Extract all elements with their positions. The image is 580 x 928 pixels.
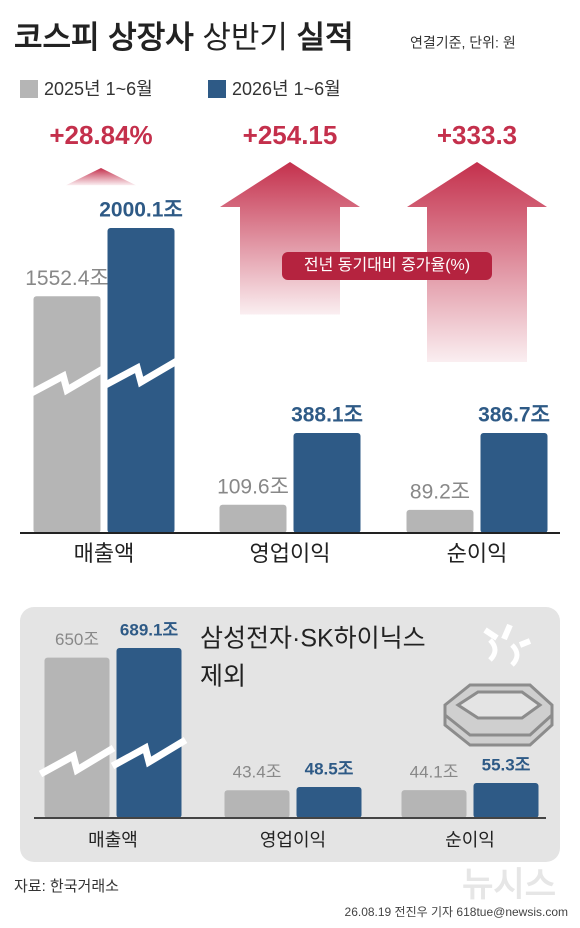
category-label: 순이익: [447, 541, 508, 566]
bar: [480, 433, 548, 533]
category-label: 순이익: [445, 830, 495, 850]
growth-arrow: [66, 168, 136, 186]
legend-label: 2025년 1~6월: [44, 79, 153, 99]
watermark: 뉴시스: [462, 866, 556, 904]
sub-title: 제외: [200, 663, 246, 691]
value-label: 89.2조: [410, 480, 470, 503]
growth-label: +254.15: [243, 120, 338, 150]
bar: [406, 509, 474, 533]
bar: [296, 787, 362, 818]
axis-break: [27, 364, 107, 398]
title: 코스피 상장사 상반기 실적: [14, 20, 354, 55]
growth-label: +28.84%: [49, 120, 152, 150]
value-label: 44.1조: [410, 763, 459, 782]
value-label: 2000.1조: [99, 199, 183, 222]
sub-icon: [443, 623, 554, 747]
axis-break: [110, 737, 188, 770]
value-label: 388.1조: [291, 404, 363, 427]
category-label: 영업이익: [250, 541, 331, 566]
growth-note-bg: [282, 252, 492, 280]
unit-note: 연결기준, 단위: 원: [410, 35, 516, 51]
axis-break: [101, 356, 181, 390]
bar: [44, 657, 110, 818]
bar: [219, 504, 287, 533]
credit: 26.08.19 전진우 기자 618tue@newsis.com: [345, 905, 568, 919]
bar: [116, 648, 182, 818]
legend-swatch: [20, 80, 38, 98]
legend-label: 2026년 1~6월: [232, 79, 341, 99]
value-label: 386.7조: [478, 404, 550, 427]
growth-note: 전년 동기대비 증가율(%): [304, 256, 470, 274]
value-label: 650조: [55, 630, 99, 649]
title-part: 코스피 상장사: [14, 20, 194, 55]
value-label: 1552.4조: [25, 267, 109, 290]
bar: [293, 433, 361, 533]
category-label: 매출액: [88, 830, 138, 850]
sub-title: 삼성전자·SK하이닉스: [200, 625, 426, 653]
value-label: 109.6조: [217, 475, 289, 498]
bar: [224, 790, 290, 818]
bar: [33, 296, 101, 533]
category-label: 매출액: [74, 541, 135, 566]
value-label: 55.3조: [482, 755, 531, 774]
axis-break: [38, 745, 116, 778]
bar: [473, 783, 539, 818]
title-part: 실적: [297, 20, 354, 55]
category-label: 영업이익: [260, 830, 326, 850]
value-label: 43.4조: [233, 763, 282, 782]
value-label: 689.1조: [120, 620, 179, 639]
value-label: 48.5조: [305, 759, 354, 778]
growth-label: +333.3: [437, 120, 517, 150]
source: 자료: 한국거래소: [14, 878, 119, 895]
bar: [401, 790, 467, 818]
title-part: 상반기: [202, 20, 288, 55]
legend-swatch: [208, 80, 226, 98]
